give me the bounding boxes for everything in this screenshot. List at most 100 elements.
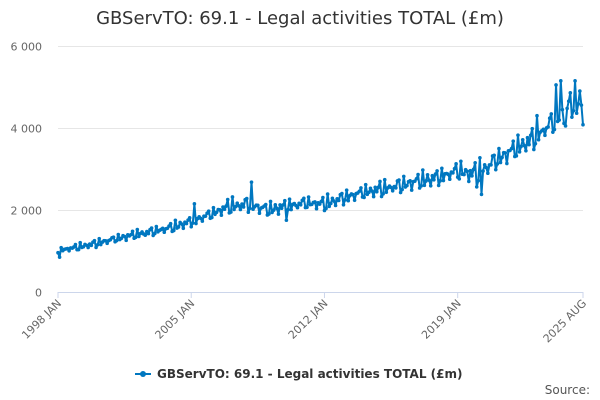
data-point[interactable] [286, 207, 290, 212]
data-point[interactable] [576, 101, 581, 106]
data-point[interactable] [237, 203, 241, 208]
data-point[interactable] [281, 203, 286, 207]
data-point[interactable] [194, 221, 198, 226]
data-point[interactable] [441, 178, 446, 183]
data-point[interactable] [509, 146, 514, 151]
data-point[interactable] [152, 231, 157, 236]
data-point[interactable] [229, 210, 233, 214]
data-point[interactable] [530, 126, 535, 131]
data-point[interactable] [484, 165, 489, 170]
data-point[interactable] [428, 184, 433, 188]
data-point[interactable] [384, 190, 389, 195]
data-point[interactable] [492, 153, 496, 158]
data-point[interactable] [547, 116, 552, 120]
data-point[interactable] [389, 185, 393, 190]
data-point[interactable] [367, 190, 371, 195]
data-point[interactable] [275, 206, 279, 211]
data-point[interactable] [554, 83, 558, 87]
data-point[interactable] [97, 236, 102, 241]
data-point[interactable] [143, 233, 148, 237]
data-point[interactable] [503, 151, 508, 155]
data-point[interactable] [187, 216, 192, 220]
data-point[interactable] [552, 127, 557, 132]
data-point[interactable] [470, 174, 474, 178]
data-point[interactable] [235, 201, 240, 205]
data-point[interactable] [405, 183, 409, 188]
data-point[interactable] [371, 194, 376, 199]
data-point[interactable] [86, 245, 90, 250]
data-point[interactable] [173, 218, 178, 223]
data-point[interactable] [570, 115, 574, 119]
data-point[interactable] [505, 161, 509, 166]
data-point[interactable] [541, 127, 546, 132]
data-point[interactable] [440, 166, 444, 171]
data-point[interactable] [341, 203, 346, 207]
data-point[interactable] [246, 210, 251, 214]
data-point[interactable] [473, 160, 477, 165]
data-point[interactable] [363, 182, 368, 187]
data-point[interactable] [476, 178, 481, 183]
data-point[interactable] [557, 118, 562, 122]
data-point[interactable] [305, 205, 309, 210]
data-point[interactable] [368, 186, 373, 191]
data-point[interactable] [257, 211, 262, 216]
data-point[interactable] [573, 79, 577, 83]
data-point[interactable] [438, 178, 443, 183]
data-point[interactable] [551, 130, 555, 134]
data-point[interactable] [357, 189, 362, 194]
data-point[interactable] [192, 202, 197, 206]
data-point[interactable] [325, 192, 330, 196]
data-point[interactable] [111, 235, 116, 239]
data-point[interactable] [217, 208, 222, 212]
data-point[interactable] [457, 177, 462, 181]
data-point[interactable] [240, 202, 244, 206]
data-point[interactable] [370, 189, 374, 193]
data-point[interactable] [432, 178, 436, 182]
data-point[interactable] [344, 188, 349, 192]
data-point[interactable] [568, 91, 573, 95]
data-point[interactable] [497, 146, 501, 151]
data-point[interactable] [579, 103, 584, 107]
data-point[interactable] [241, 205, 246, 209]
data-point[interactable] [327, 204, 332, 209]
data-point[interactable] [160, 226, 165, 231]
data-point[interactable] [478, 155, 482, 160]
data-point[interactable] [382, 177, 387, 182]
data-point[interactable] [482, 163, 487, 167]
data-point[interactable] [421, 168, 425, 172]
data-point[interactable] [379, 194, 384, 199]
data-point[interactable] [398, 190, 403, 195]
data-point[interactable] [454, 162, 458, 166]
data-point[interactable] [408, 178, 412, 183]
data-point[interactable] [549, 112, 554, 116]
data-point[interactable] [459, 159, 463, 164]
data-point[interactable] [319, 199, 324, 204]
data-point[interactable] [59, 245, 63, 250]
data-point[interactable] [343, 198, 347, 202]
data-point[interactable] [225, 197, 230, 202]
data-point[interactable] [198, 216, 203, 221]
data-point[interactable] [203, 214, 208, 218]
data-point[interactable] [516, 133, 520, 137]
data-point[interactable] [435, 169, 439, 173]
data-point[interactable] [495, 162, 500, 166]
data-point[interactable] [451, 171, 455, 175]
data-point[interactable] [511, 139, 516, 143]
data-point[interactable] [524, 148, 528, 153]
data-point[interactable] [514, 154, 519, 158]
data-point[interactable] [566, 99, 571, 103]
data-point[interactable] [206, 209, 211, 214]
data-point[interactable] [267, 212, 271, 216]
data-point[interactable] [565, 106, 569, 111]
data-point[interactable] [430, 173, 435, 178]
data-point[interactable] [122, 234, 127, 239]
data-point[interactable] [137, 234, 141, 239]
data-point[interactable] [168, 221, 173, 226]
data-point[interactable] [532, 147, 536, 152]
data-point[interactable] [57, 255, 62, 259]
data-point[interactable] [535, 113, 539, 118]
data-point[interactable] [92, 238, 97, 243]
data-point[interactable] [181, 226, 186, 231]
data-point[interactable] [162, 230, 167, 235]
data-point[interactable] [219, 213, 224, 218]
